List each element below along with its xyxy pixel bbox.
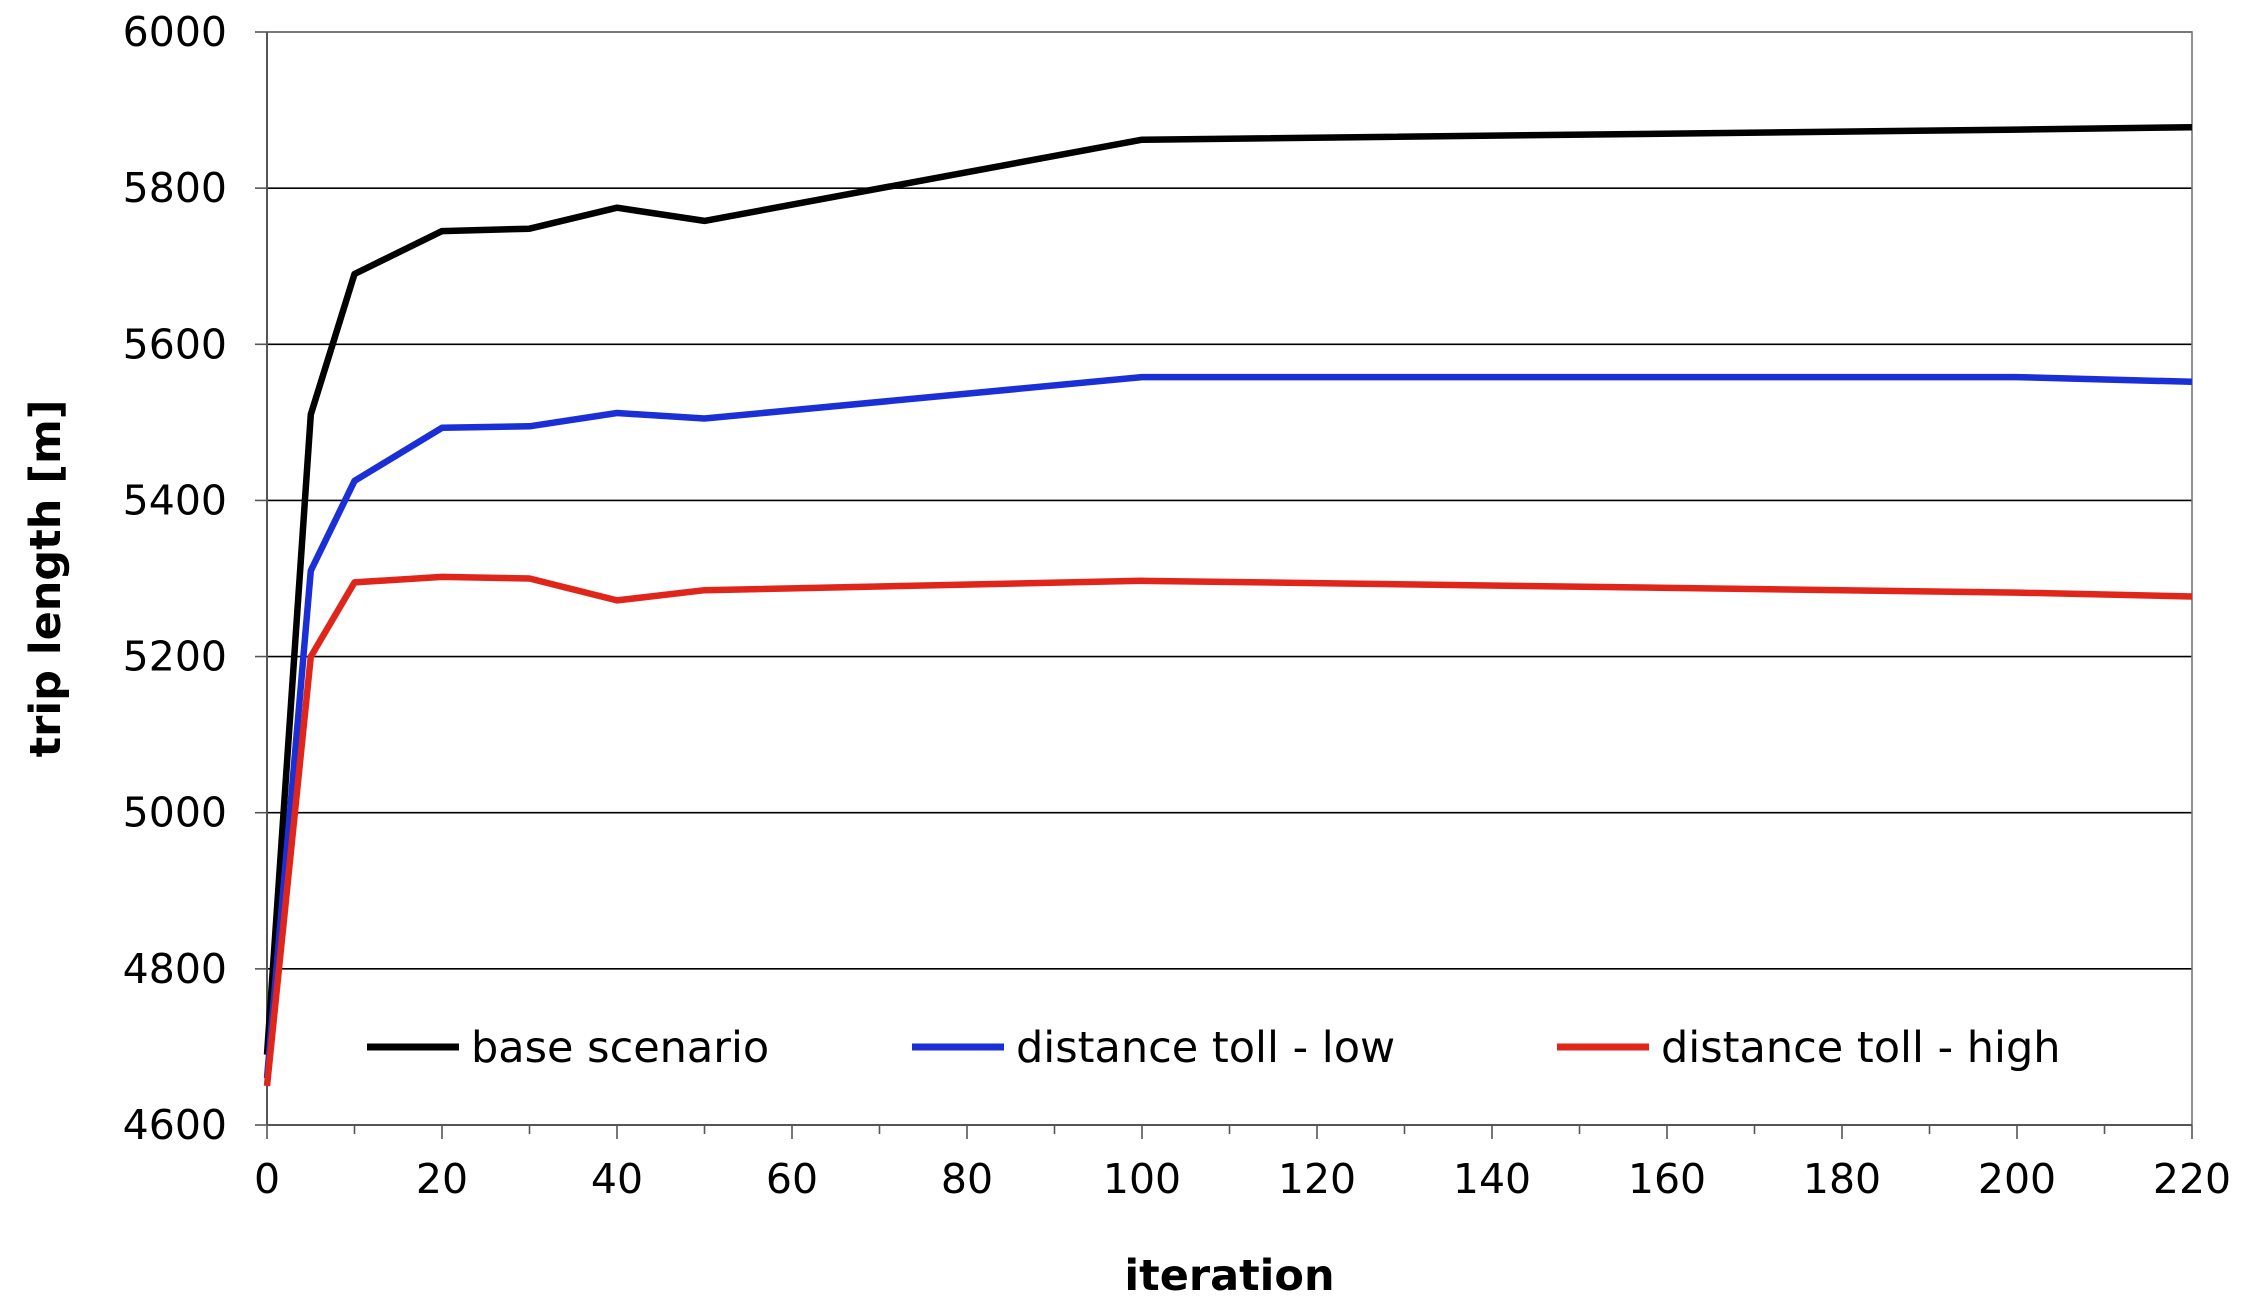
y-tick-label: 4600 xyxy=(123,1101,227,1149)
x-tick-label: 200 xyxy=(1978,1155,2056,1203)
series-line-3 xyxy=(263,573,2193,1087)
y-tick-label: 5600 xyxy=(123,320,227,368)
y-tick-label: 6000 xyxy=(123,8,227,56)
x-tick-label: 220 xyxy=(2153,1155,2231,1203)
x-axis-title: iteration xyxy=(1124,1251,1334,1301)
y-tick-label: 5000 xyxy=(123,789,227,837)
x-tick-label: 60 xyxy=(766,1155,818,1203)
legend-label-1: base scenario xyxy=(471,1023,769,1073)
legend-label-2: distance toll - low xyxy=(1016,1023,1395,1073)
y-tick-label: 4800 xyxy=(123,945,227,993)
y-tick-label: 5200 xyxy=(123,633,227,681)
x-tick-label: 160 xyxy=(1628,1155,1706,1203)
x-tick-label: 20 xyxy=(416,1155,468,1203)
x-tick-label: 100 xyxy=(1103,1155,1181,1203)
legend-label-3: distance toll - high xyxy=(1661,1023,2061,1073)
legend: base scenario distance toll - low distance… xyxy=(367,1023,2061,1073)
y-tick-label: 5400 xyxy=(123,476,227,524)
series-line-1 xyxy=(263,123,2193,1055)
series-line-2 xyxy=(263,373,2193,1079)
y-tick-label: 5800 xyxy=(123,164,227,212)
y-axis-title: trip length [m] xyxy=(21,400,71,758)
plot-frame xyxy=(266,31,2193,1126)
x-tick-label: 180 xyxy=(1803,1155,1881,1203)
gridlines xyxy=(267,31,2192,970)
x-tick-label: 0 xyxy=(254,1155,280,1203)
x-tick-label: 140 xyxy=(1453,1155,1531,1203)
x-tick-label: 120 xyxy=(1278,1155,1356,1203)
x-tick-label: 80 xyxy=(941,1155,993,1203)
data-series xyxy=(263,123,2193,1087)
tick-labels: 4600 4800 5000 5200 5400 5600 5800 6000 0 20 40 60 8… xyxy=(123,8,2231,1203)
x-tick-label: 40 xyxy=(591,1155,643,1203)
axes xyxy=(255,31,2193,1139)
